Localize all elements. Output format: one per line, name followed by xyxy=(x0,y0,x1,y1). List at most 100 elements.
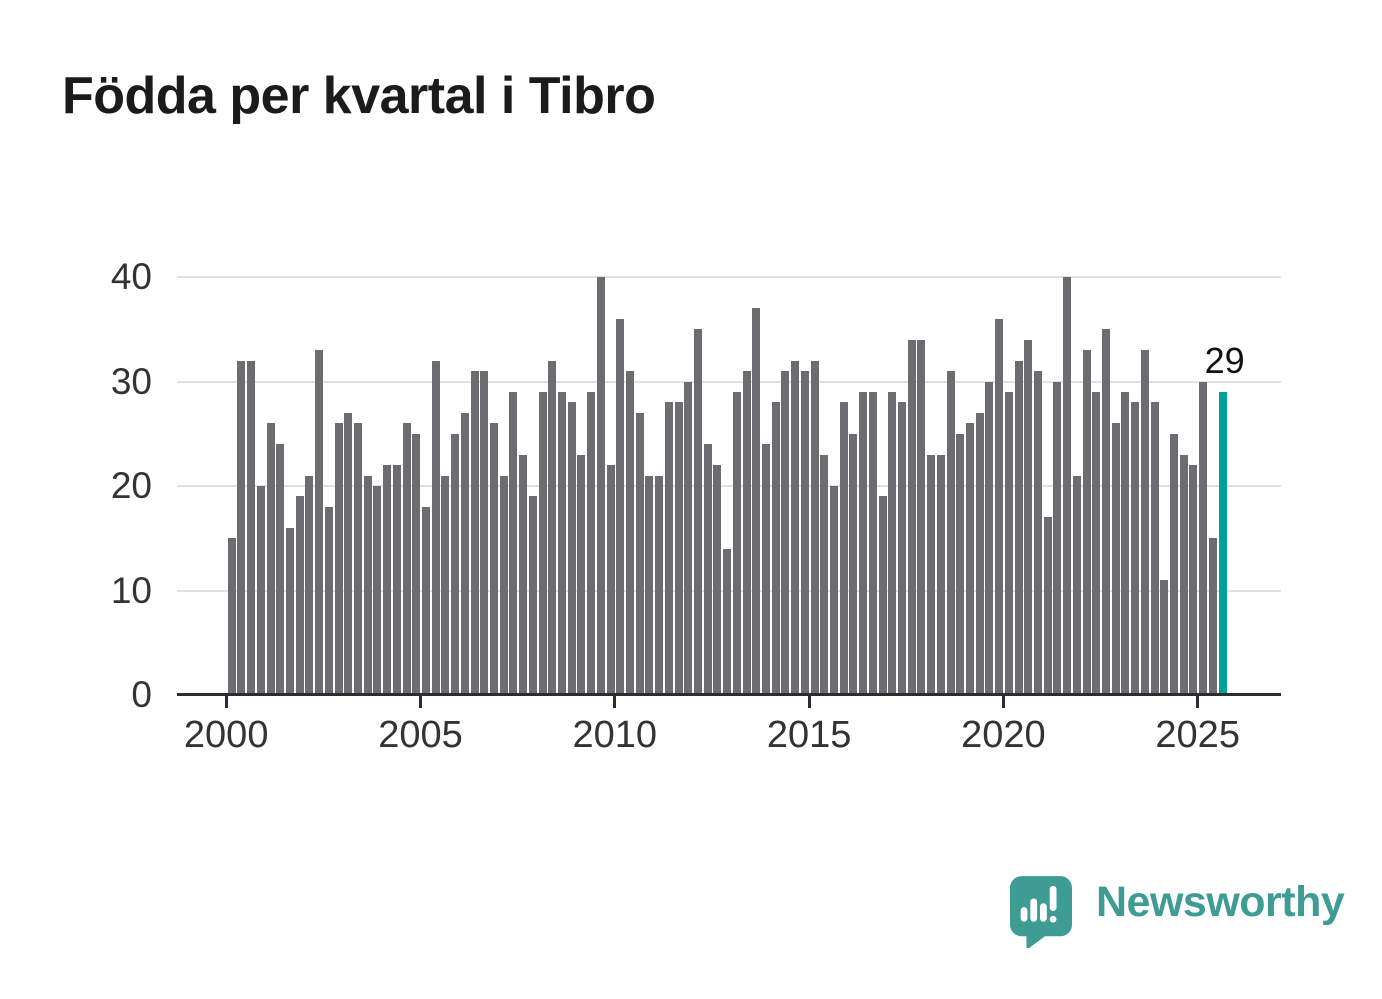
x-tick xyxy=(613,696,617,708)
bar xyxy=(227,538,236,695)
bar xyxy=(1189,465,1198,695)
bar xyxy=(1063,277,1072,695)
last-bar-value-label: 29 xyxy=(1204,339,1245,381)
bar xyxy=(460,412,469,695)
y-tick-label: 20 xyxy=(110,465,152,506)
bar xyxy=(266,423,275,695)
bar xyxy=(509,391,518,695)
bar xyxy=(1024,339,1033,695)
bar xyxy=(810,360,819,695)
bar xyxy=(985,381,994,695)
bar xyxy=(752,308,761,695)
bar xyxy=(558,391,566,695)
bar xyxy=(1179,454,1188,695)
bar xyxy=(1102,329,1111,695)
bar xyxy=(635,412,644,695)
bar xyxy=(888,391,897,695)
bar xyxy=(820,454,829,695)
bar xyxy=(703,444,712,695)
chart-title: Födda per kvartal i Tibro xyxy=(62,67,656,125)
bar xyxy=(1004,391,1013,695)
bar xyxy=(276,444,285,695)
gridline xyxy=(177,276,1281,278)
bar xyxy=(431,360,440,695)
bar xyxy=(305,475,314,695)
bar xyxy=(577,454,586,695)
bar xyxy=(247,360,256,695)
bar xyxy=(324,506,333,695)
bar xyxy=(1014,360,1023,695)
bar xyxy=(1121,391,1130,695)
bar xyxy=(1150,402,1159,695)
x-axis-line xyxy=(177,693,1281,696)
bar xyxy=(285,527,294,695)
bar xyxy=(422,506,430,695)
gridline xyxy=(177,485,1281,487)
bar xyxy=(616,318,625,695)
bar xyxy=(441,475,450,695)
bar xyxy=(1199,381,1208,695)
bar xyxy=(995,318,1004,695)
x-tick-label: 2025 xyxy=(1155,714,1240,756)
bar xyxy=(732,391,741,695)
bar xyxy=(684,381,693,695)
bar xyxy=(626,371,634,695)
bar xyxy=(956,433,965,695)
bar xyxy=(771,402,780,695)
bar xyxy=(878,496,887,695)
x-tick-label: 2020 xyxy=(961,714,1046,756)
y-tick-label: 30 xyxy=(110,360,152,402)
bar xyxy=(412,433,421,695)
bar xyxy=(791,360,800,695)
bar xyxy=(490,423,498,695)
x-tick xyxy=(807,696,811,708)
x-tick xyxy=(224,696,228,708)
bar xyxy=(917,339,926,695)
bar xyxy=(849,433,858,695)
bar xyxy=(363,475,372,695)
x-tick-label: 2015 xyxy=(766,714,852,756)
bar xyxy=(1140,350,1149,695)
bar xyxy=(373,486,382,695)
bar xyxy=(898,402,907,695)
bar xyxy=(315,350,324,695)
bar xyxy=(723,548,732,695)
bar xyxy=(694,329,703,695)
bar xyxy=(1208,538,1217,695)
bar xyxy=(499,475,508,695)
bar xyxy=(383,465,392,695)
bar xyxy=(1053,381,1062,695)
bar xyxy=(1170,433,1179,695)
bar xyxy=(839,402,848,695)
x-tick xyxy=(1001,696,1005,708)
bar xyxy=(781,371,790,695)
bar xyxy=(713,465,722,695)
bar xyxy=(868,391,877,695)
bar xyxy=(1092,391,1101,695)
bar xyxy=(295,496,304,695)
newsworthy-logo: Newsworthy xyxy=(1010,876,1345,948)
bar xyxy=(830,486,839,695)
speech-bubble-bar-chart-icon xyxy=(1010,876,1072,948)
bar xyxy=(1082,350,1091,695)
x-tick-label: 2010 xyxy=(572,714,658,756)
bar xyxy=(1160,580,1169,695)
bar xyxy=(528,496,537,695)
bar xyxy=(927,454,936,695)
bar xyxy=(1034,371,1043,695)
bar xyxy=(392,465,401,695)
bar xyxy=(587,391,596,695)
bar xyxy=(548,360,557,695)
bar xyxy=(975,412,984,695)
bar xyxy=(344,412,353,695)
bar xyxy=(480,371,489,695)
bar xyxy=(353,423,362,695)
y-tick-label: 0 xyxy=(131,674,152,715)
bar xyxy=(1111,423,1120,695)
y-tick-label: 40 xyxy=(110,256,152,297)
newsworthy-logo-text: Newsworthy xyxy=(1096,878,1345,926)
bar xyxy=(664,402,673,695)
bar xyxy=(859,391,868,695)
